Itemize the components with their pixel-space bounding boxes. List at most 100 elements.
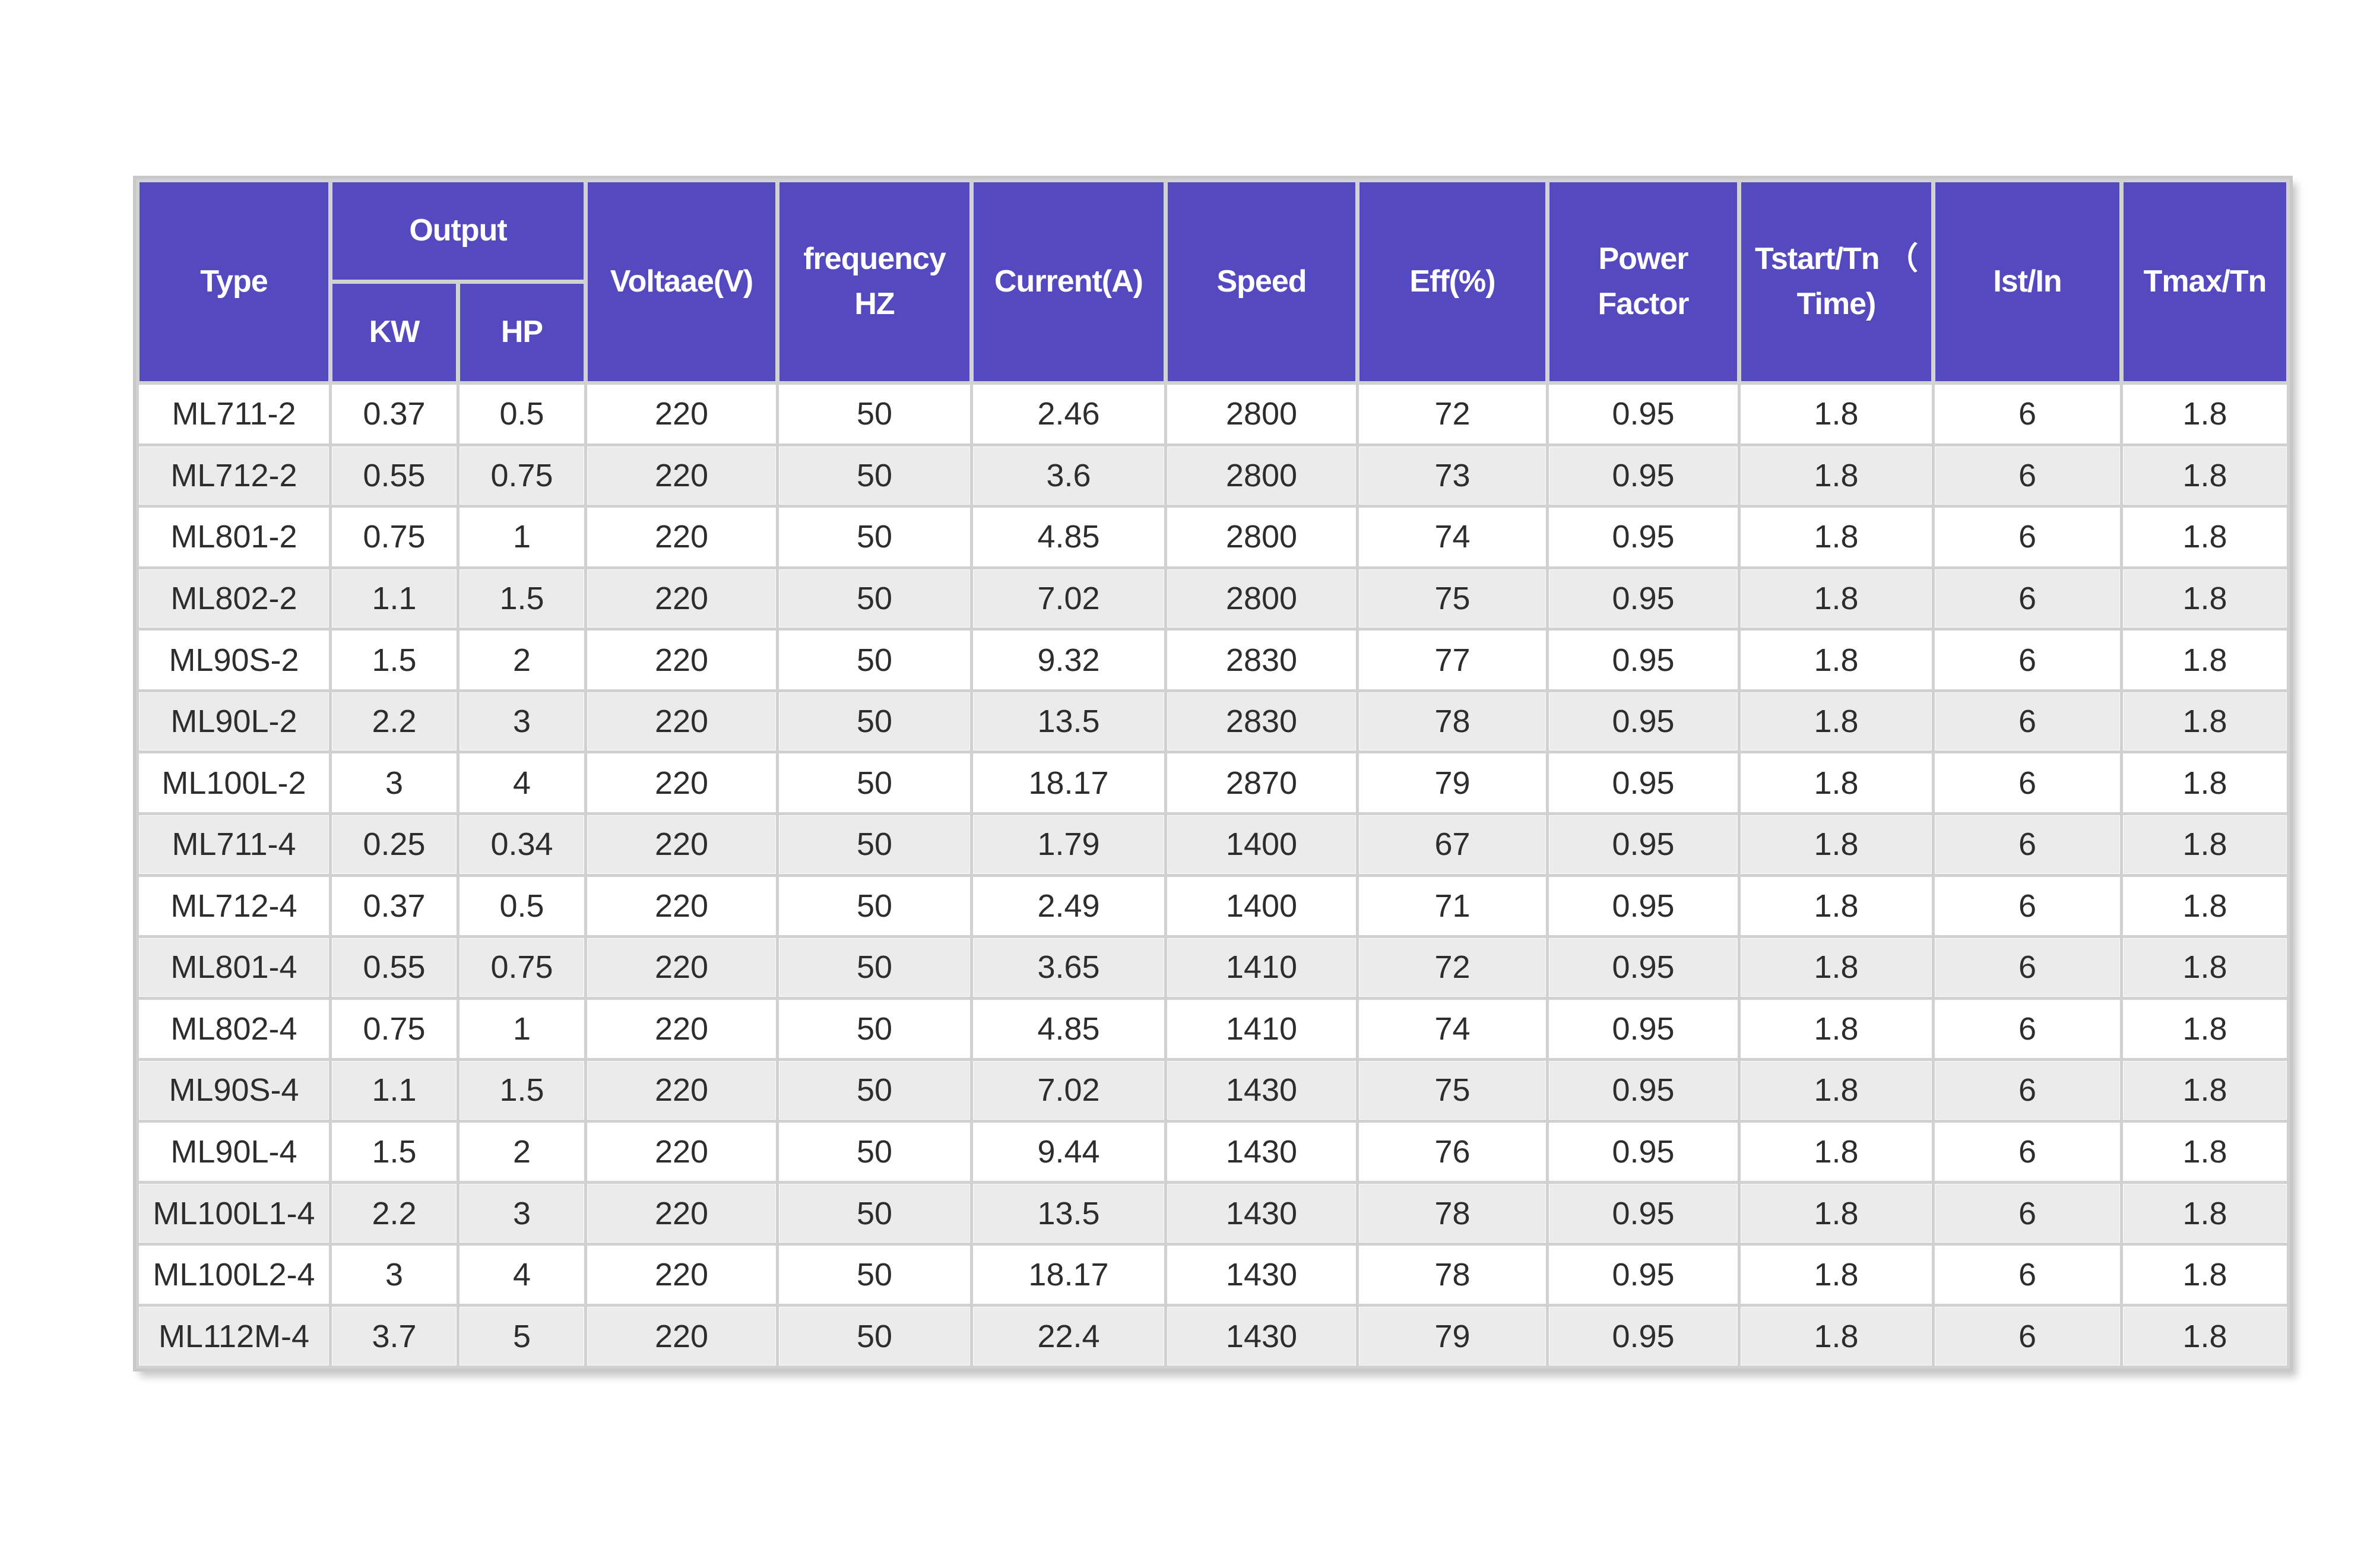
cell-kw: 1.1 bbox=[332, 569, 457, 628]
cell-current: 2.46 bbox=[973, 385, 1164, 444]
table-row: ML90L-4 1.5 2 220 50 9.44 1430 76 0.95 1.8 6 1.8 bbox=[139, 1122, 2287, 1181]
cell-tstart: 1.8 bbox=[1741, 385, 1932, 444]
cell-eff: 77 bbox=[1359, 631, 1546, 689]
header-output-group: Output bbox=[332, 182, 584, 280]
cell-hp: 0.34 bbox=[459, 815, 584, 874]
cell-voltage: 220 bbox=[587, 876, 776, 936]
cell-ist: 6 bbox=[1935, 631, 2120, 689]
cell-power_factor: 0.95 bbox=[1549, 999, 1738, 1059]
header-current: Current(A) bbox=[973, 182, 1164, 382]
cell-current: 9.32 bbox=[973, 631, 1164, 689]
table-header: Type Output Voltaae(V) frequency HZ Curr… bbox=[139, 182, 2287, 382]
cell-tstart: 1.8 bbox=[1741, 753, 1932, 812]
cell-tmax: 1.8 bbox=[2123, 1307, 2287, 1366]
cell-tmax: 1.8 bbox=[2123, 1061, 2287, 1120]
cell-frequency: 50 bbox=[779, 569, 970, 628]
cell-kw: 2.2 bbox=[332, 1184, 457, 1243]
table-row: ML100L2-4 3 4 220 50 18.17 1430 78 0.95 1.8 6 1.8 bbox=[139, 1245, 2287, 1304]
cell-hp: 2 bbox=[459, 631, 584, 689]
cell-speed: 1400 bbox=[1167, 815, 1356, 874]
cell-tstart: 1.8 bbox=[1741, 938, 1932, 997]
header-speed: Speed bbox=[1167, 182, 1356, 382]
cell-voltage: 220 bbox=[587, 1245, 776, 1304]
table-row: ML712-4 0.37 0.5 220 50 2.49 1400 71 0.95 1.8 6 1.8 bbox=[139, 876, 2287, 936]
cell-voltage: 220 bbox=[587, 569, 776, 628]
cell-power_factor: 0.95 bbox=[1549, 692, 1738, 751]
table-row: ML90S-4 1.1 1.5 220 50 7.02 1430 75 0.95 1.8 6 1.8 bbox=[139, 1061, 2287, 1120]
cell-ist: 6 bbox=[1935, 569, 2120, 628]
table-row: ML711-2 0.37 0.5 220 50 2.46 2800 72 0.95 1.8 6 1.8 bbox=[139, 385, 2287, 444]
cell-power_factor: 0.95 bbox=[1549, 753, 1738, 812]
cell-ist: 6 bbox=[1935, 876, 2120, 936]
cell-hp: 0.75 bbox=[459, 938, 584, 997]
cell-voltage: 220 bbox=[587, 815, 776, 874]
cell-tstart: 1.8 bbox=[1741, 1061, 1932, 1120]
cell-ist: 6 bbox=[1935, 815, 2120, 874]
cell-type: ML100L2-4 bbox=[139, 1245, 329, 1304]
cell-eff: 76 bbox=[1359, 1122, 1546, 1181]
cell-tmax: 1.8 bbox=[2123, 508, 2287, 566]
cell-hp: 0.5 bbox=[459, 385, 584, 444]
cell-type: ML711-4 bbox=[139, 815, 329, 874]
cell-voltage: 220 bbox=[587, 1061, 776, 1120]
cell-type: ML802-2 bbox=[139, 569, 329, 628]
cell-type: ML90L-4 bbox=[139, 1122, 329, 1181]
cell-voltage: 220 bbox=[587, 692, 776, 751]
cell-tstart: 1.8 bbox=[1741, 1122, 1932, 1181]
cell-ist: 6 bbox=[1935, 1307, 2120, 1366]
cell-voltage: 220 bbox=[587, 1184, 776, 1243]
cell-type: ML90L-2 bbox=[139, 692, 329, 751]
cell-tstart: 1.8 bbox=[1741, 631, 1932, 689]
cell-kw: 3.7 bbox=[332, 1307, 457, 1366]
cell-power_factor: 0.95 bbox=[1549, 1122, 1738, 1181]
cell-eff: 75 bbox=[1359, 569, 1546, 628]
cell-kw: 2.2 bbox=[332, 692, 457, 751]
cell-speed: 1400 bbox=[1167, 876, 1356, 936]
cell-power_factor: 0.95 bbox=[1549, 1245, 1738, 1304]
cell-eff: 73 bbox=[1359, 446, 1546, 505]
header-hp: HP bbox=[459, 283, 584, 382]
cell-frequency: 50 bbox=[779, 692, 970, 751]
cell-speed: 2830 bbox=[1167, 692, 1356, 751]
cell-ist: 6 bbox=[1935, 1245, 2120, 1304]
cell-eff: 74 bbox=[1359, 999, 1546, 1059]
cell-power_factor: 0.95 bbox=[1549, 385, 1738, 444]
table-row: ML802-2 1.1 1.5 220 50 7.02 2800 75 0.95 1.8 6 1.8 bbox=[139, 569, 2287, 628]
cell-kw: 1.5 bbox=[332, 1122, 457, 1181]
header-frequency: frequency HZ bbox=[779, 182, 970, 382]
cell-hp: 3 bbox=[459, 1184, 584, 1243]
cell-voltage: 220 bbox=[587, 508, 776, 566]
table-row: ML100L-2 3 4 220 50 18.17 2870 79 0.95 1.8 6 1.8 bbox=[139, 753, 2287, 812]
cell-speed: 1430 bbox=[1167, 1122, 1356, 1181]
cell-type: ML801-4 bbox=[139, 938, 329, 997]
cell-frequency: 50 bbox=[779, 508, 970, 566]
cell-tmax: 1.8 bbox=[2123, 938, 2287, 997]
cell-frequency: 50 bbox=[779, 1061, 970, 1120]
table-row: ML90S-2 1.5 2 220 50 9.32 2830 77 0.95 1.8 6 1.8 bbox=[139, 631, 2287, 689]
cell-eff: 79 bbox=[1359, 753, 1546, 812]
header-kw: KW bbox=[332, 283, 457, 382]
header-type: Type bbox=[139, 182, 329, 382]
cell-hp: 1.5 bbox=[459, 569, 584, 628]
header-ist: Ist/In bbox=[1935, 182, 2120, 382]
cell-type: ML712-2 bbox=[139, 446, 329, 505]
cell-frequency: 50 bbox=[779, 753, 970, 812]
cell-hp: 5 bbox=[459, 1307, 584, 1366]
cell-tstart: 1.8 bbox=[1741, 692, 1932, 751]
cell-tstart: 1.8 bbox=[1741, 815, 1932, 874]
cell-eff: 78 bbox=[1359, 1245, 1546, 1304]
cell-tstart: 1.8 bbox=[1741, 1184, 1932, 1243]
cell-hp: 2 bbox=[459, 1122, 584, 1181]
cell-eff: 79 bbox=[1359, 1307, 1546, 1366]
cell-ist: 6 bbox=[1935, 385, 2120, 444]
cell-tmax: 1.8 bbox=[2123, 753, 2287, 812]
cell-voltage: 220 bbox=[587, 753, 776, 812]
cell-type: ML112M-4 bbox=[139, 1307, 329, 1366]
cell-kw: 0.37 bbox=[332, 385, 457, 444]
motor-spec-table: Type Output Voltaae(V) frequency HZ Curr… bbox=[133, 176, 2293, 1371]
cell-power_factor: 0.95 bbox=[1549, 1184, 1738, 1243]
cell-hp: 4 bbox=[459, 1245, 584, 1304]
cell-power_factor: 0.95 bbox=[1549, 631, 1738, 689]
cell-kw: 0.75 bbox=[332, 508, 457, 566]
cell-speed: 2830 bbox=[1167, 631, 1356, 689]
